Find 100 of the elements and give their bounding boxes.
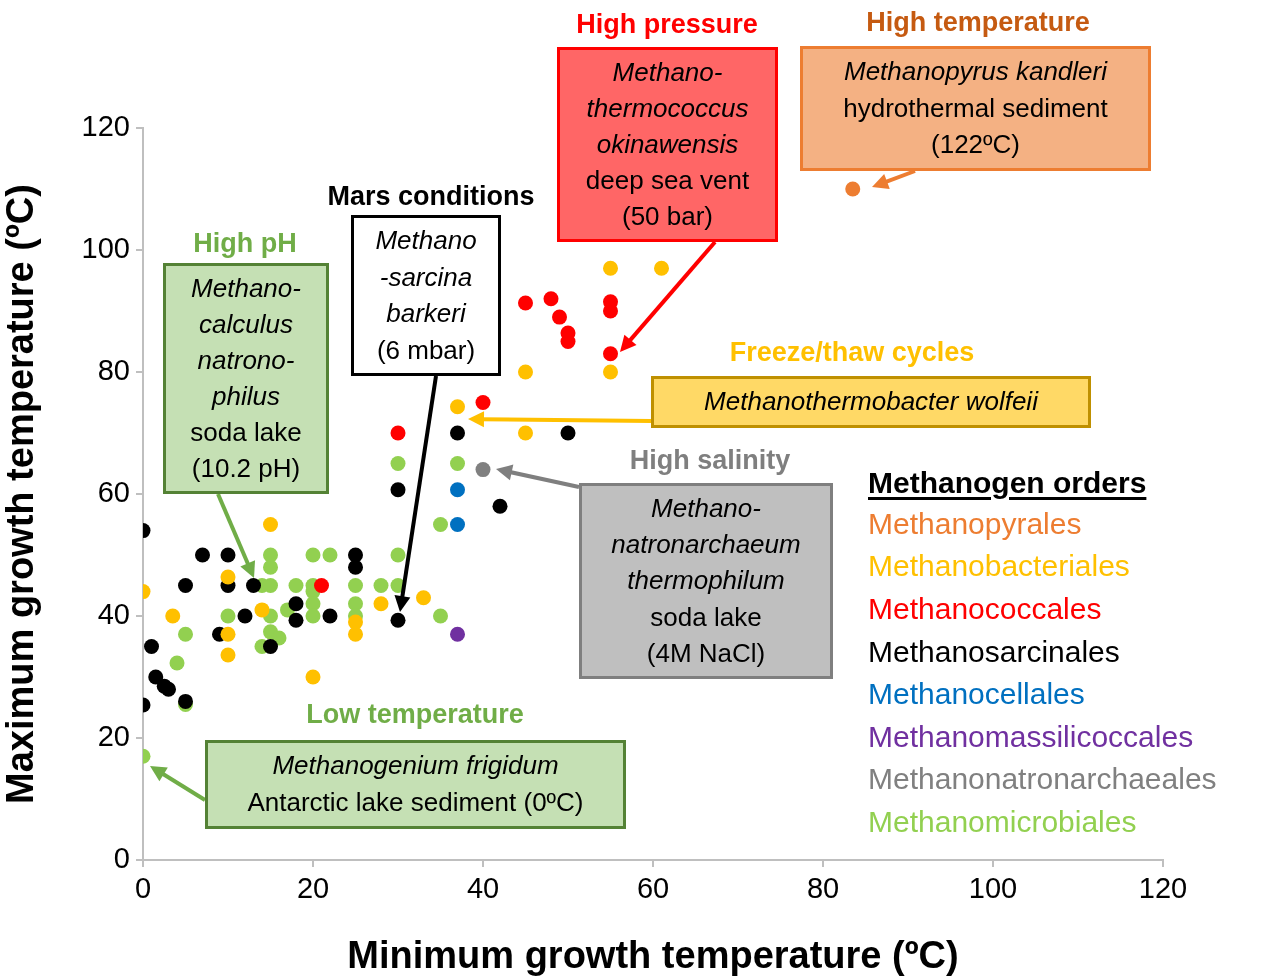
annotation: Methanogenium frigidum Antarctic lake sediment (0ºC) xyxy=(247,750,584,818)
y-axis-title: Maximum growth temperature (ºC) xyxy=(0,184,42,804)
y-tick-label: 100 xyxy=(81,232,130,264)
point xyxy=(373,596,389,612)
point xyxy=(220,569,236,585)
point xyxy=(348,596,363,612)
point xyxy=(220,608,236,624)
annotation: Methano- natronarchaeum thermophilum soda lake (4M NaCl) xyxy=(611,492,801,668)
point xyxy=(237,608,253,624)
point xyxy=(390,612,406,628)
annotation: Mars conditions xyxy=(327,181,535,212)
point xyxy=(450,399,465,415)
point xyxy=(144,639,159,654)
legend-title: Methanogen orders xyxy=(868,465,1147,501)
point xyxy=(433,517,448,532)
x-tick-label: 0 xyxy=(134,872,152,905)
text: Methanomicrobiales xyxy=(868,805,1137,839)
point xyxy=(263,517,278,532)
point xyxy=(518,425,533,441)
point xyxy=(348,559,363,575)
point xyxy=(373,578,389,593)
point xyxy=(492,498,508,514)
annotation: Methanothermobacter wolfeii xyxy=(704,386,1038,417)
x-tick-label: 60 xyxy=(636,872,670,905)
point xyxy=(322,547,338,563)
point xyxy=(475,462,491,478)
point xyxy=(560,334,576,349)
x-tick-label: 100 xyxy=(968,872,1018,905)
text: Methanosarcinales xyxy=(868,634,1120,668)
point xyxy=(348,626,363,642)
y-tick-label: 40 xyxy=(97,598,130,630)
annotation: Methano -sarcina barkeri (6 mbar) xyxy=(375,225,477,365)
text: Methanococcales xyxy=(868,592,1102,626)
x-tick-label: 20 xyxy=(296,872,330,905)
annotation: Freeze/thaw cycles xyxy=(729,337,975,368)
point xyxy=(314,578,329,593)
point xyxy=(322,608,338,624)
point xyxy=(390,547,406,563)
callout-box: Methanopyrus kandleri hydrothermal sediment (122ºC) xyxy=(800,46,1151,171)
annotation: Methano- calculus natrono- philus soda lake (10.2 pH) xyxy=(190,272,302,483)
point xyxy=(560,425,576,441)
annotation: Methano- thermococcus okinawensis deep sea vent (50 bar) xyxy=(585,56,750,231)
x-tick-label: 120 xyxy=(1138,872,1188,905)
point xyxy=(552,309,567,325)
point xyxy=(543,291,559,307)
point xyxy=(195,547,210,563)
text: Methanonatronarchaeales xyxy=(868,762,1217,796)
text: Methanocellales xyxy=(868,677,1085,711)
point xyxy=(450,517,465,532)
point xyxy=(263,559,278,575)
x-axis-title: Minimum growth temperature (ºC) xyxy=(347,933,959,976)
text: Methanomassilicoccales xyxy=(868,719,1194,753)
point xyxy=(450,626,465,642)
point xyxy=(263,639,278,654)
point xyxy=(246,578,261,593)
annotation: High salinity xyxy=(629,445,791,476)
point xyxy=(450,456,465,471)
point xyxy=(178,578,193,593)
point xyxy=(305,608,321,624)
point xyxy=(169,655,185,671)
text: High temperature xyxy=(866,7,1090,38)
point xyxy=(220,626,236,642)
point xyxy=(288,612,304,628)
point xyxy=(288,578,304,593)
x-tick-label: 80 xyxy=(806,872,840,905)
callout-box: Methano- thermococcus okinawensis deep sea vent (50 bar) xyxy=(557,47,778,242)
point xyxy=(161,681,176,697)
point xyxy=(845,181,861,197)
point xyxy=(288,596,304,612)
point xyxy=(390,425,406,441)
callout-box: Methanothermobacter wolfeii xyxy=(651,376,1091,428)
point xyxy=(475,395,491,410)
point xyxy=(390,456,406,471)
y-tick-label: 80 xyxy=(97,354,130,386)
point xyxy=(603,260,618,276)
y-tick-label: 0 xyxy=(113,842,130,874)
point xyxy=(220,647,236,663)
text: Methanobacteriales xyxy=(868,549,1130,583)
callout-box: Methano -sarcina barkeri (6 mbar) xyxy=(351,215,501,376)
y-tick-label: 20 xyxy=(97,720,130,752)
point xyxy=(390,482,406,498)
point xyxy=(305,669,321,685)
point xyxy=(518,364,533,380)
callout-box: Methanogenium frigidum Antarctic lake sediment (0ºC) xyxy=(205,740,626,829)
point xyxy=(220,547,236,563)
point xyxy=(450,482,465,498)
callout-box: Methano- calculus natrono- philus soda lake (10.2 pH) xyxy=(163,263,329,494)
x-tick-label: 40 xyxy=(466,872,500,905)
point xyxy=(416,590,431,606)
point xyxy=(603,364,618,380)
point xyxy=(433,608,448,624)
point xyxy=(654,260,669,276)
point xyxy=(518,295,533,311)
point xyxy=(348,578,363,593)
point xyxy=(254,602,270,618)
callout-box: Methano- natronarchaeum thermophilum soda lake (4M NaCl) xyxy=(579,483,833,679)
text: Methanopyrales xyxy=(868,506,1082,540)
y-tick-label: 120 xyxy=(81,110,130,142)
annotation: Methanopyrus kandleri hydrothermal sediment (122ºC) xyxy=(843,56,1108,160)
point xyxy=(165,608,181,624)
